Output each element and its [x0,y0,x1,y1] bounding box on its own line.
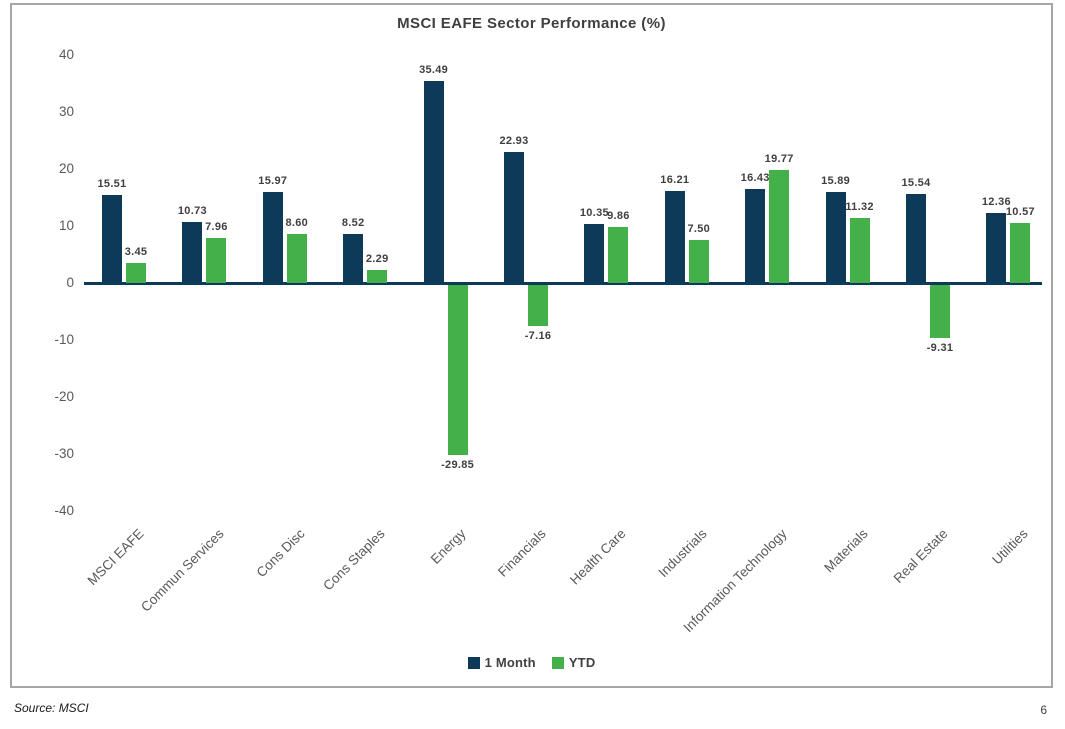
legend-item: YTD [551,655,596,670]
bar-segment [126,263,146,283]
bar-value-label: -29.85 [441,459,475,472]
category-label: Industrials [655,526,710,581]
category-label: Utilities [989,526,1031,568]
chart-title: MSCI EAFE Sector Performance (%) [397,15,666,32]
bar-value-label: 7.50 [687,223,711,236]
category-label: Financials [495,526,549,580]
bar-segment [930,285,950,339]
bar-value-label: 16.43 [740,172,770,185]
plot-area: 40 30 20 10 0 -10 -20 -30 -40 15.51 10.73 15.97 8.52… [12,5,1051,686]
bar-value-label: 7.96 [205,220,228,233]
category-label: MSCI EAFE [84,526,147,589]
bar-segment [447,285,468,456]
bar-segment [262,191,283,283]
legend-swatch [551,656,564,669]
bar-segment [343,234,364,283]
bar-segment [286,233,307,283]
bar-segment [584,224,605,283]
bar-value-label: 15.97 [258,174,288,187]
bar-value-label: 15.51 [97,177,127,190]
y-axis-tick-label: -30 [54,446,74,461]
category-label: Real Estate [890,526,951,586]
bar-segment [182,221,203,283]
bar-value-label: 16.21 [660,173,690,186]
bar-segment [206,237,227,283]
bar-value-label: 10.73 [177,204,207,217]
bar-value-label: 9.86 [607,209,630,222]
category-label: Information Technology [680,526,790,636]
bar-value-label: 8.52 [341,217,365,230]
legend-label: 1 Month [484,655,536,670]
y-axis-tick-label: -40 [54,503,74,518]
bar-value-label: 2.29 [365,252,389,265]
legend: 1 Month YTD [12,655,1051,670]
bar-value-label: -7.16 [524,329,552,342]
category-label: Health Care [567,526,629,588]
bar-value-label: 12.36 [981,195,1011,208]
legend-label: YTD [568,655,596,670]
bar-segment [367,269,388,283]
bar-value-label: -9.31 [926,342,954,355]
bar-value-label: 35.49 [419,63,449,76]
bar-segment [504,152,524,283]
bar-segment [608,226,629,283]
source-note: Source: MSCI [14,701,89,715]
y-axis-tick-label: 0 [66,275,74,290]
x-axis-line [84,282,1042,285]
y-axis-tick-label: 30 [58,104,74,119]
bar-segment [906,194,926,283]
bar-value-label: 3.45 [124,246,148,259]
bar-value-label: 22.93 [499,135,529,148]
bar-segment [528,285,548,326]
bar-segment [825,192,846,283]
y-axis-tick-label: -20 [54,389,74,404]
bar-segment [664,190,685,283]
bar-value-label: 10.57 [1005,205,1035,218]
bar-value-label: 19.77 [764,153,794,166]
bar-value-label: 15.89 [821,175,851,188]
bar-segment [423,80,444,283]
bar-value-label: 10.35 [579,207,609,219]
category-label: Cons Staples [320,526,388,594]
category-label: Energy [427,526,469,567]
legend-item: 1 Month [467,655,536,670]
bar-segment [688,240,709,283]
y-axis-tick-label: 10 [58,218,74,233]
category-label: Commun Services [138,526,227,615]
chart-panel: MSCI EAFE Sector Performance (%) 40 30 20 1… [10,3,1053,688]
category-label: Cons Disc [253,526,308,581]
category-label: Materials [820,526,871,576]
legend-swatch [467,656,480,669]
y-axis-tick-label: -10 [54,332,74,347]
y-axis-tick-label: 20 [58,161,74,176]
y-axis-tick-label: 40 [58,47,74,62]
bar-value-label: 8.60 [285,216,309,229]
page-number: 6 [1040,703,1047,717]
bar-segment [102,194,122,283]
bar-segment [1010,222,1031,283]
bar-value-label: 11.32 [845,201,874,214]
bar-value-label: 15.54 [901,177,931,190]
bar-segment [745,189,766,283]
bar-segment [986,212,1007,283]
bar-segment [849,218,870,283]
bar-segment [769,170,790,283]
